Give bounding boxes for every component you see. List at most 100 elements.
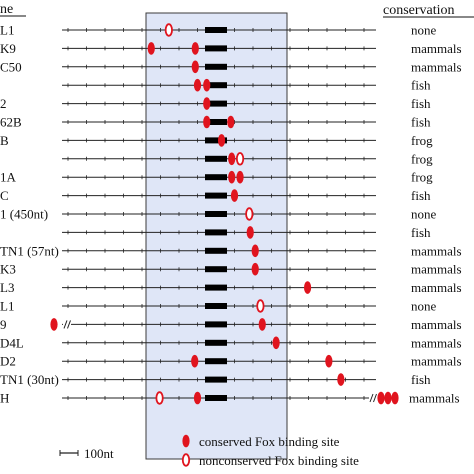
exon-block	[205, 137, 227, 144]
conservation-label: fish	[411, 96, 431, 111]
conservation-label: mammals	[411, 243, 462, 258]
gene-label: K3	[0, 262, 16, 277]
exon-block	[205, 395, 227, 401]
conserved-fox-site	[391, 391, 399, 405]
gene-row: TN1 (30nt) fish	[0, 372, 431, 387]
conservation-label: fish	[411, 188, 431, 203]
conserved-fox-site	[325, 354, 333, 368]
exon-block	[205, 321, 227, 328]
conserved-fox-site	[203, 78, 211, 92]
conserved-fox-site	[228, 152, 236, 166]
conservation-label: fish	[411, 372, 431, 387]
line-break-gap	[63, 319, 71, 330]
line-break-mark	[373, 393, 377, 403]
gene-row: C50 mammals	[0, 59, 462, 74]
highlight-region	[145, 12, 288, 460]
conserved-fox-site	[191, 60, 199, 74]
conserved-fox-site	[191, 354, 199, 368]
legend-conserved-symbol	[182, 434, 190, 448]
conserved-fox-site	[147, 42, 155, 55]
exon-block	[205, 358, 227, 365]
gene-row: L1 none	[0, 23, 437, 38]
gene-row: 1 (450nt) none	[0, 207, 437, 222]
gene-label: D2	[0, 354, 16, 369]
conserved-fox-site	[384, 391, 392, 405]
conserved-fox-site	[230, 189, 239, 202]
gene-label: B	[0, 133, 9, 148]
gene-label: 2	[0, 96, 7, 111]
line-break-mark	[63, 320, 68, 329]
gene-label: D4L	[0, 335, 24, 350]
conserved-fox-site	[236, 170, 244, 184]
conserved-fox-site	[193, 391, 202, 405]
exon-block	[205, 247, 227, 254]
gene-label: 1 (450nt)	[0, 207, 48, 222]
conserved-fox-site	[246, 226, 254, 239]
conservation-label: frog	[411, 151, 433, 166]
legend-conserved-label: conserved Fox binding site	[199, 434, 340, 449]
exon-block	[205, 229, 227, 236]
exon-block	[205, 119, 227, 125]
conserved-fox-site	[217, 134, 226, 147]
gene-row: TN1 (57nt) mammals	[0, 243, 462, 258]
conservation-label: fish	[411, 115, 431, 130]
gene-label: C	[0, 188, 9, 203]
legend-nonconserved-label: nonconserved Fox binding site	[199, 453, 359, 468]
conserved-fox-site	[377, 391, 385, 405]
conserved-fox-site	[272, 336, 280, 350]
conserved-fox-site	[251, 262, 259, 276]
conservation-label: mammals	[409, 391, 460, 406]
gene-row: D4L mammals	[0, 335, 462, 350]
gene-row: 9 mammals	[0, 317, 462, 332]
exon-block	[205, 303, 227, 309]
conservation-label: mammals	[411, 41, 462, 56]
gene-row: fish	[62, 78, 431, 93]
exon-block	[205, 339, 227, 346]
conserved-fox-site	[228, 170, 236, 184]
gene-row: L3 mammals	[0, 280, 462, 295]
gene-label: 1A	[0, 170, 17, 185]
gene-label: 62B	[0, 115, 22, 130]
conservation-label: fish	[411, 225, 431, 240]
conserved-fox-site	[227, 115, 235, 129]
conserved-fox-site	[203, 115, 211, 129]
gene-row: L1 none	[0, 299, 437, 314]
exon-block	[205, 174, 227, 181]
conserved-fox-site	[251, 244, 259, 258]
exon-block	[205, 45, 227, 52]
gene-label: TN1 (30nt)	[0, 372, 59, 387]
gene-label: TN1 (57nt)	[0, 243, 59, 258]
conservation-label: frog	[411, 170, 433, 185]
scale-bar-label: 100nt	[84, 446, 114, 461]
nonconserved-fox-site	[256, 299, 265, 313]
nonconserved-fox-site	[245, 207, 254, 221]
legend-nonconserved-symbol	[181, 453, 191, 467]
nonconserved-fox-site	[164, 23, 173, 37]
exon-block	[205, 284, 227, 291]
conserved-fox-site	[203, 97, 211, 110]
conserved-fox-site	[191, 42, 199, 55]
conservation-column-header: conservation	[383, 3, 455, 18]
conservation-label: frog	[411, 133, 433, 148]
nonconserved-fox-site	[155, 391, 164, 405]
exon-block	[205, 192, 227, 199]
gene-row: K3 mammals	[0, 262, 462, 277]
conservation-label: mammals	[411, 354, 462, 369]
line-break-gap	[369, 393, 377, 403]
conservation-label: mammals	[411, 59, 462, 74]
line-break-mark	[369, 393, 374, 403]
exon-block	[205, 27, 227, 33]
exon-block	[205, 376, 227, 383]
gene-label: K9	[0, 41, 16, 56]
exon-block	[205, 266, 227, 273]
gene-row: 2 fish	[0, 96, 431, 111]
conserved-fox-site	[258, 318, 266, 331]
gene-label: 9	[0, 317, 7, 332]
gene-row: D2 mammals	[0, 354, 462, 369]
gene-row: fish	[62, 225, 431, 240]
gene-label: L1	[0, 23, 14, 38]
